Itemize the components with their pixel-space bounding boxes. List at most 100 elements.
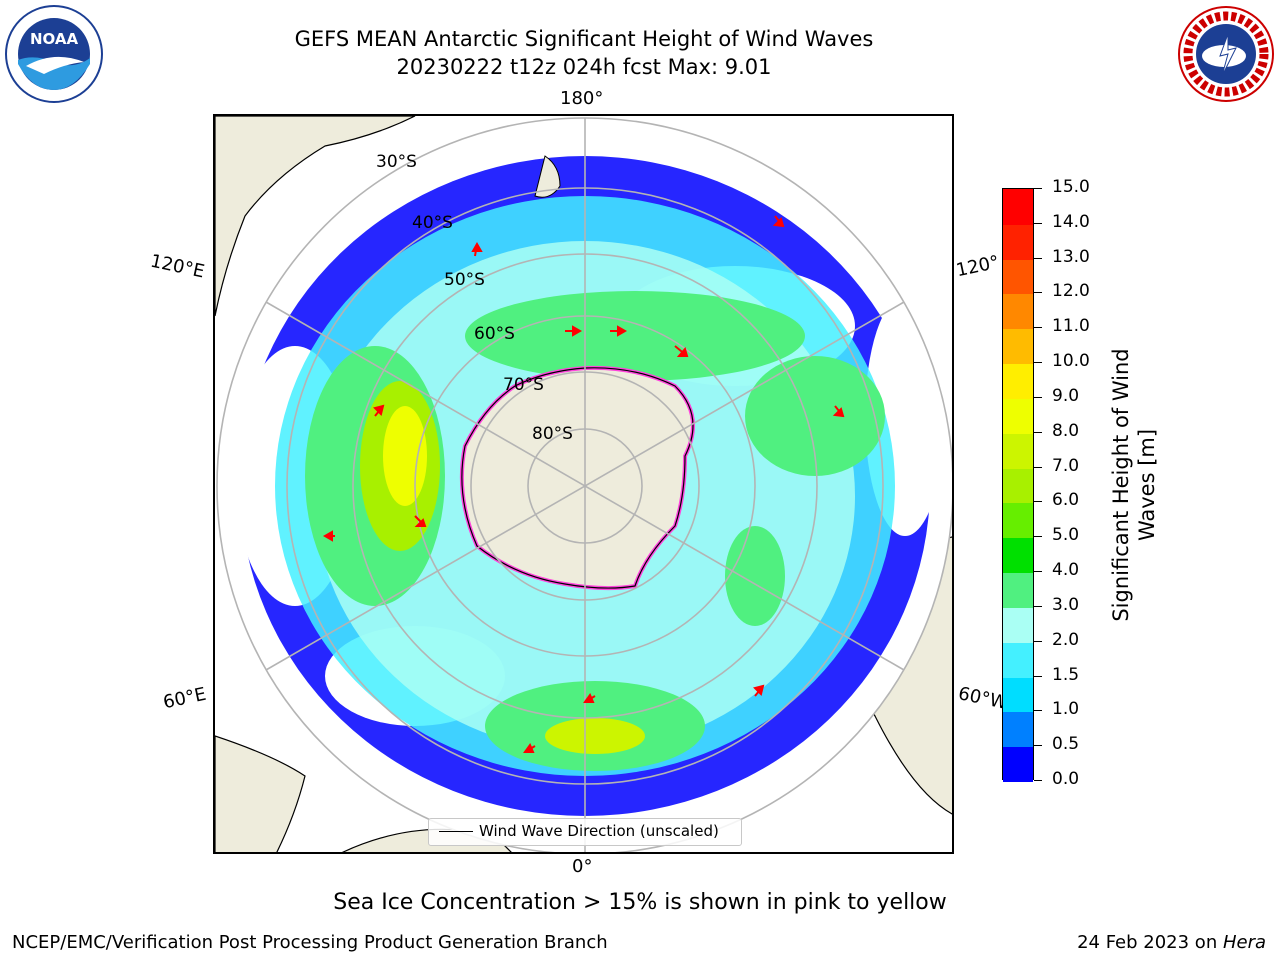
lat-label-50s: 50°S	[444, 270, 485, 290]
colorbar-segment	[1003, 432, 1033, 469]
colorbar-tick	[1034, 640, 1042, 642]
colorbar-segment	[1003, 258, 1033, 295]
colorbar-title-line1: Significant Height of Wind	[1109, 348, 1133, 622]
lat-label-70s: 70°S	[503, 375, 544, 395]
colorbar-title: Significant Height of Wind Waves [m]	[1104, 205, 1164, 765]
wind-wave-arrow	[373, 404, 385, 417]
wind-wave-arrow	[583, 692, 596, 703]
colorbar-segment	[1003, 189, 1033, 225]
lon-label-60e: 60°E	[161, 683, 208, 714]
wave-field-green	[745, 356, 885, 476]
colorbar-tick-label: 9.0	[1052, 385, 1080, 406]
colorbar-segment	[1003, 467, 1033, 504]
colorbar-segment	[1003, 606, 1033, 643]
legend-label: Wind Wave Direction (unscaled)	[479, 822, 719, 840]
colorbar-tick-label: 8.0	[1052, 420, 1080, 441]
colorbar-tick	[1034, 466, 1042, 468]
colorbar-tick-label: 7.0	[1052, 455, 1080, 476]
colorbar-tick	[1034, 675, 1042, 677]
colorbar-tick	[1034, 222, 1042, 224]
colorbar-tick-label: 2.0	[1052, 629, 1080, 650]
legend-line-swatch	[439, 831, 473, 832]
colorbar-segment	[1003, 363, 1033, 399]
new-zealand	[534, 155, 561, 198]
colorbar-segment	[1003, 572, 1033, 608]
lat-label-80s: 80°S	[532, 424, 573, 444]
colorbar-segment	[1003, 293, 1033, 330]
lon-label-120w: 120°	[954, 251, 1002, 282]
wave-field-strong	[545, 718, 645, 754]
wave-field-green	[465, 291, 805, 381]
lon-label-180: 180°	[560, 88, 604, 109]
colorbar-segment	[1003, 328, 1033, 365]
footer-credit: NCEP/EMC/Verification Post Processing Pr…	[12, 932, 608, 953]
colorbar-tick	[1034, 431, 1042, 433]
colorbar-tick-label: 12.0	[1052, 281, 1090, 302]
graticule	[216, 117, 952, 852]
footer-date: 24 Feb 2023 on Hera	[1077, 932, 1266, 953]
colorbar-tick	[1034, 501, 1042, 503]
colorbar-tick	[1034, 327, 1042, 329]
colorbar-segment	[1003, 746, 1033, 782]
colorbar-tick-label: 11.0	[1052, 316, 1090, 337]
colorbar-segment	[1003, 223, 1033, 260]
noaa-logo-icon: NOAA	[5, 5, 103, 103]
colorbar-tick	[1034, 257, 1042, 259]
colorbar-tick	[1034, 188, 1042, 189]
wind-wave-arrows	[322, 215, 845, 753]
colorbar-tick-label: 0.0	[1052, 769, 1080, 789]
colorbar-tick-label: 1.5	[1052, 664, 1080, 685]
colorbar-tick-label: 6.0	[1052, 490, 1080, 511]
colorbar-tick	[1034, 362, 1042, 364]
colorbar-tick-label: 13.0	[1052, 246, 1090, 267]
wind-wave-arrow	[322, 530, 335, 542]
colorbar	[1002, 188, 1034, 782]
chart-subtitle: 20230222 t12z 024h fcst Max: 9.01	[396, 55, 772, 79]
colorbar-segment	[1003, 502, 1033, 539]
colorbar-tick	[1034, 396, 1042, 398]
colorbar-tick-label: 10.0	[1052, 351, 1090, 372]
polar-stereographic-map	[213, 114, 954, 854]
national-weather-service-logo-icon	[1178, 6, 1274, 102]
colorbar-tick	[1034, 536, 1042, 538]
colorbar-segment	[1003, 397, 1033, 434]
chart-title: GEFS MEAN Antarctic Significant Height o…	[294, 27, 874, 51]
footer-machine: Hera	[1222, 932, 1266, 953]
wind-wave-arrow	[832, 405, 845, 418]
wind-wave-arrow	[565, 325, 583, 337]
lon-label-120e: 120°E	[148, 250, 207, 283]
colorbar-tick-label: 5.0	[1052, 525, 1080, 546]
wind-wave-arrow	[610, 325, 628, 337]
colorbar-tick	[1034, 292, 1042, 294]
sea-ice-note: Sea Ice Concentration > 15% is shown in …	[333, 890, 947, 915]
wave-field-peak	[383, 406, 427, 506]
colorbar-segment	[1003, 641, 1033, 678]
colorbar-tick-label: 3.0	[1052, 594, 1080, 615]
colorbar-segment	[1003, 711, 1033, 748]
colorbar-tick	[1034, 710, 1042, 712]
lon-label-0: 0°	[572, 856, 593, 877]
wind-wave-arrow	[772, 215, 785, 228]
colorbar-tick-label: 0.5	[1052, 734, 1080, 755]
map-legend: Wind Wave Direction (unscaled)	[428, 818, 742, 846]
colorbar-tick-label: 4.0	[1052, 560, 1080, 581]
colorbar-tick	[1034, 605, 1042, 607]
wind-wave-arrow	[523, 742, 536, 753]
lat-label-30s: 30°S	[376, 152, 417, 172]
lat-label-40s: 40°S	[412, 213, 453, 233]
colorbar-tick-label: 1.0	[1052, 699, 1080, 720]
wave-field-green	[725, 526, 785, 626]
colorbar-tick-label: 14.0	[1052, 211, 1090, 232]
colorbar-segment	[1003, 676, 1033, 713]
lat-label-60s: 60°S	[474, 324, 515, 344]
footer-date-text: 24 Feb 2023 on	[1077, 932, 1223, 953]
colorbar-tick	[1034, 571, 1042, 573]
colorbar-tick	[1034, 745, 1042, 747]
wind-wave-arrow	[674, 345, 689, 357]
colorbar-segment	[1003, 537, 1033, 574]
wind-wave-arrow	[471, 241, 483, 257]
colorbar-title-line2: Waves [m]	[1135, 428, 1159, 542]
wind-wave-arrow	[753, 684, 765, 697]
svg-text:NOAA: NOAA	[30, 30, 79, 48]
colorbar-tick	[1034, 780, 1042, 781]
